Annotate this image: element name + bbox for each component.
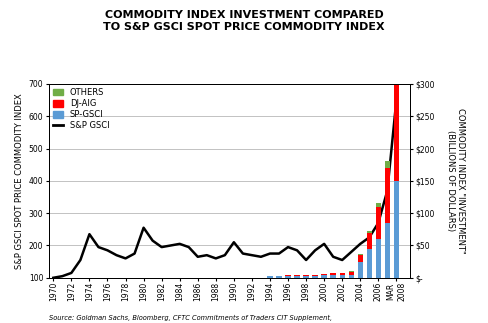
Bar [376,203,381,207]
Bar [376,207,381,239]
Bar [348,275,354,278]
Text: COMMODITY INDEX INVESTMENT COMPARED
TO S&P GSCI SPOT PRICE COMMODITY INDEX: COMMODITY INDEX INVESTMENT COMPARED TO S… [103,10,385,32]
Bar [312,275,318,276]
Bar [330,273,336,275]
Bar [366,233,372,249]
Bar [285,275,291,276]
Bar [358,262,363,278]
Bar [376,239,381,278]
Bar [385,223,390,278]
Bar [312,276,318,278]
Bar [304,275,309,276]
Bar [322,274,327,275]
Bar [276,276,282,278]
Bar [358,255,363,262]
Text: Source: Goldman Sachs, Bloomberg, CFTC Commitments of Traders CIT Supplement,: Source: Goldman Sachs, Bloomberg, CFTC C… [49,315,332,321]
Bar [385,168,390,223]
Bar [385,162,390,168]
Legend: OTHERS, DJ-AIG, SP-GSCI, S&P GSCI: OTHERS, DJ-AIG, SP-GSCI, S&P GSCI [51,87,111,132]
Bar [394,52,399,68]
Bar [394,181,399,278]
Bar [294,275,300,276]
Bar [330,275,336,278]
Bar [348,272,354,275]
Bar [340,273,345,275]
Bar [340,275,345,278]
Y-axis label: COMMODITY INDEX "INVESTMENT"
(BILLIONS OF DOLLARS): COMMODITY INDEX "INVESTMENT" (BILLIONS O… [446,108,466,254]
Bar [304,276,309,278]
Bar [358,254,363,255]
Bar [348,271,354,272]
Y-axis label: S&P GSCI SPOT PRICE COMMODITY INDEX: S&P GSCI SPOT PRICE COMMODITY INDEX [16,93,24,269]
Bar [322,275,327,278]
Bar [294,276,300,278]
Bar [366,231,372,233]
Bar [285,276,291,278]
Bar [394,68,399,181]
Bar [267,276,273,278]
Bar [366,249,372,278]
